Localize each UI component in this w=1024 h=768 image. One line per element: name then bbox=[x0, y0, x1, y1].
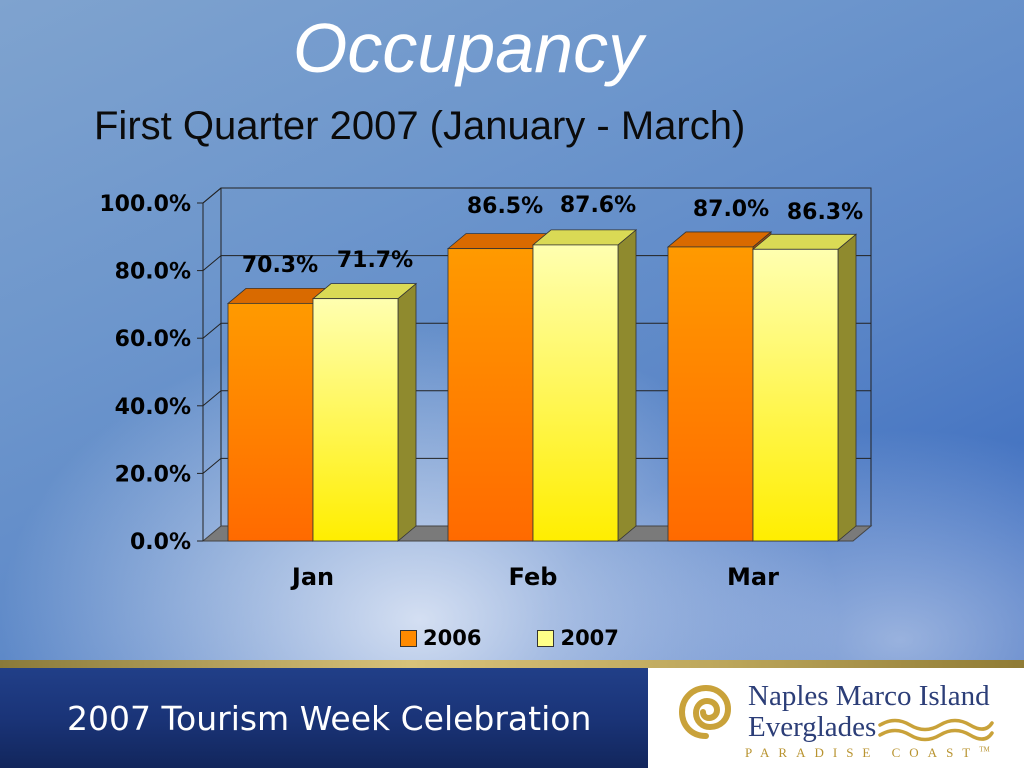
y-tick-label: 100.0% bbox=[99, 192, 191, 217]
y-tick-label: 0.0% bbox=[130, 530, 191, 555]
legend-label-2007: 2007 bbox=[560, 626, 619, 650]
footer-bar bbox=[0, 668, 648, 768]
chart-title: Occupancy bbox=[292, 9, 644, 87]
gridline bbox=[202, 322, 871, 339]
footer-text: 2007 Tourism Week Celebration bbox=[67, 699, 592, 738]
y-tick-label: 80.0% bbox=[115, 260, 191, 285]
x-tick-label-Mar: Mar bbox=[727, 563, 779, 591]
y-tick-label: 60.0% bbox=[115, 327, 191, 352]
bar-top-2007-Jan bbox=[311, 283, 418, 300]
bar-top-2006-Mar bbox=[666, 231, 773, 248]
data-labels: 70.3% 71.7% 86.5% 87.6% 87.0% 86.3% bbox=[242, 193, 863, 278]
bar-2006-Feb bbox=[447, 248, 534, 542]
y-tick-label: 40.0% bbox=[115, 395, 191, 420]
bar-2006-Jan bbox=[227, 302, 314, 542]
occupancy-bar-chart: 0.0% 20.0% 40.0% 60.0% 80.0% 100.0% Jan Feb Mar… bbox=[99, 187, 873, 591]
data-label-2006-Jan: 70.3% bbox=[242, 253, 318, 278]
logo-name-line-1: Naples Marco Island bbox=[748, 680, 990, 712]
x-tick-label-Feb: Feb bbox=[509, 563, 558, 591]
data-label-2006-Mar: 87.0% bbox=[693, 197, 769, 222]
data-label-2006-Feb: 86.5% bbox=[467, 194, 543, 219]
legend-swatch-2006 bbox=[400, 629, 417, 647]
x-axis-ticks: Jan Feb Mar bbox=[290, 563, 779, 591]
wave-logo-icon bbox=[878, 718, 994, 742]
legend-item-2007: 2007 bbox=[537, 626, 619, 650]
bars bbox=[226, 229, 858, 542]
bar-side-2007-Mar bbox=[837, 233, 857, 542]
swirl-logo-icon bbox=[678, 684, 732, 739]
legend-swatch-2007 bbox=[537, 629, 555, 647]
bar-2007-Jan bbox=[312, 298, 399, 542]
y-tick-label: 20.0% bbox=[115, 462, 191, 487]
gridline bbox=[202, 390, 871, 407]
bar-2007-Mar bbox=[752, 248, 839, 542]
chart-subtitle: First Quarter 2007 (January - March) bbox=[94, 104, 746, 148]
legend: 2006 2007 bbox=[400, 624, 675, 652]
gridline bbox=[202, 255, 871, 271]
logo-tagline-text: PARADISE COAST bbox=[745, 745, 980, 760]
legend-label-2006: 2006 bbox=[423, 626, 482, 650]
x-tick-label-Jan: Jan bbox=[290, 563, 334, 591]
logo-tagline: PARADISE COASTTM bbox=[745, 745, 990, 761]
logo-trademark: TM bbox=[979, 745, 990, 754]
bar-2007-Feb bbox=[532, 244, 619, 542]
bar-side-2007-Feb bbox=[617, 229, 637, 542]
gridline bbox=[202, 187, 871, 204]
data-label-2007-Mar: 86.3% bbox=[787, 200, 863, 225]
logo-name-line-2: Everglades bbox=[748, 711, 877, 743]
data-label-2007-Jan: 71.7% bbox=[337, 248, 413, 273]
bar-2006-Mar bbox=[667, 246, 754, 542]
bar-top-2007-Mar bbox=[751, 233, 858, 250]
bar-top-2007-Feb bbox=[531, 229, 638, 246]
gridline bbox=[202, 457, 871, 474]
y-axis-ticks: 0.0% 20.0% 40.0% 60.0% 80.0% 100.0% bbox=[99, 192, 203, 555]
legend-item-2006: 2006 bbox=[400, 626, 481, 650]
bar-side-2007-Jan bbox=[397, 282, 417, 542]
data-label-2007-Feb: 87.6% bbox=[560, 193, 636, 218]
footer-gold-stripe bbox=[0, 660, 1024, 668]
